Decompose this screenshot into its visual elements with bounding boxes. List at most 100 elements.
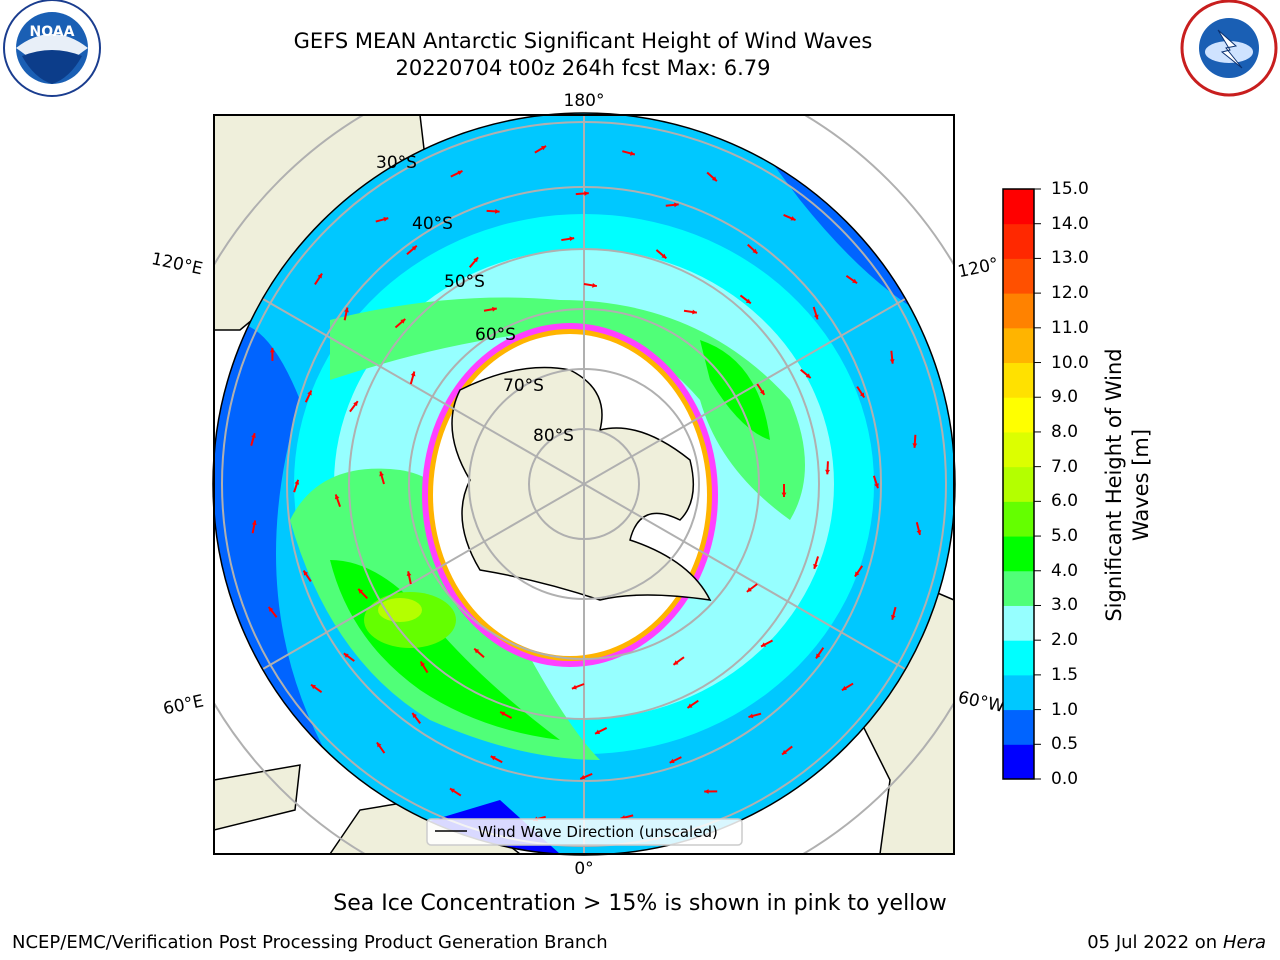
- wave-arrow-head: [891, 614, 896, 620]
- colorbar-tick-label: 10.0: [1051, 352, 1089, 373]
- colorbar-frame: [1002, 188, 1035, 780]
- colorbar-swatch: [1003, 293, 1034, 329]
- footer-date-text: 05 Jul 2022 on: [1087, 932, 1223, 953]
- colorbar-swatch: [1003, 744, 1034, 780]
- wave-arrow-head: [874, 483, 879, 489]
- wave-arrow-head: [595, 729, 601, 734]
- wind-wave-arrows: [250, 145, 922, 822]
- wave-arrow-head: [669, 758, 675, 764]
- wave-arrow-head: [592, 282, 597, 288]
- wave-arrow-head: [541, 145, 547, 151]
- colorbar-swatch: [1003, 327, 1034, 364]
- lat-label-70s: 70°S: [503, 376, 544, 396]
- wave-arrow-head: [782, 749, 787, 755]
- lon-label-60w: 60°W: [956, 688, 1006, 717]
- map-frame: [213, 114, 955, 855]
- wave-arrow-head: [411, 245, 417, 251]
- colorbar-swatch: [1003, 501, 1034, 537]
- colorbar-swatch: [1003, 466, 1034, 502]
- wave-arrow-head: [841, 685, 847, 691]
- wave-arrow-head: [781, 492, 787, 497]
- wave-arrow-head: [584, 191, 589, 196]
- wave-arrow-head: [492, 306, 497, 312]
- noaa-logo: NOAA: [3, 0, 101, 97]
- colorbar-swatch: [1003, 189, 1034, 225]
- wave-arrow-head: [473, 257, 479, 263]
- wave-arrow-head: [269, 347, 275, 353]
- lat-label-50s: 50°S: [444, 272, 485, 292]
- wave-arrow-head: [420, 661, 426, 667]
- colorbar-tick-label: 9.0: [1051, 387, 1079, 408]
- wave-arrow-head: [813, 314, 819, 320]
- colorbar-tick-label: 1.5: [1051, 664, 1079, 685]
- wave-arrow-head: [251, 520, 257, 526]
- colorbar-tick-label: 8.0: [1051, 421, 1079, 442]
- wave-arrow-head: [704, 789, 709, 794]
- colorbar-swatch: [1003, 674, 1034, 711]
- wave-arrow-head: [311, 684, 316, 690]
- wave-arrow-head: [746, 587, 752, 592]
- wave-arrow-head: [813, 563, 818, 569]
- wave-arrow-head: [674, 202, 679, 208]
- colorbar-tick-label: 4.0: [1051, 560, 1079, 581]
- wave-arrow-head: [500, 711, 506, 717]
- wave-arrow-head: [673, 660, 679, 665]
- wave-arrow-head: [353, 401, 358, 407]
- colorbar-tick-label: 14.0: [1051, 213, 1089, 234]
- wave-arrow-head: [748, 713, 754, 719]
- wave-arrow-head: [400, 318, 406, 324]
- wave-arrow-head: [307, 390, 312, 396]
- colorbar-swatch: [1003, 570, 1034, 606]
- wave-arrow-head: [661, 253, 667, 259]
- wave-arrow-head: [854, 571, 860, 577]
- colorbar-swatch: [1003, 223, 1034, 259]
- wave-arrow-head: [752, 248, 758, 254]
- wave-arrow-head: [268, 606, 274, 612]
- lon-label-180: 180°: [564, 91, 605, 111]
- lat-label-30s: 30°S: [376, 153, 417, 173]
- legend-label: Wind Wave Direction (unscaled): [478, 823, 718, 841]
- wave-arrow-head: [687, 703, 693, 708]
- wave-arrow-head: [630, 151, 635, 156]
- colorbar-swatch: [1003, 640, 1034, 676]
- wave-arrow-head: [889, 359, 895, 364]
- wave-arrow-head: [711, 176, 717, 182]
- sea-ice-note: Sea Ice Concentration > 15% is shown in …: [333, 891, 947, 916]
- colorbar-swatch: [1003, 431, 1034, 468]
- wave-arrow-head: [805, 373, 811, 379]
- footer-credit: NCEP/EMC/Verification Post Processing Pr…: [12, 932, 608, 953]
- wave-arrow-head: [251, 433, 256, 439]
- wave-arrow-head: [759, 389, 765, 395]
- wave-arrow-head: [294, 479, 300, 485]
- wave-arrow-head: [569, 236, 575, 242]
- wave-arrow-head: [825, 469, 830, 475]
- madagascar-land: [214, 764, 301, 831]
- nws-logo: [1180, 0, 1278, 97]
- wave-arrow-head: [376, 742, 382, 748]
- colorbar-tick-label: 0.5: [1051, 734, 1079, 755]
- wave-arrow-head: [317, 273, 323, 279]
- wave-arrow-head: [474, 648, 480, 654]
- wave-arrow-head: [495, 208, 500, 214]
- colorbar-tick-label: 0.0: [1051, 769, 1079, 789]
- wave-arrow-head: [343, 653, 349, 658]
- colorbar-swatch: [1003, 362, 1034, 398]
- wave-arrow-head: [859, 392, 865, 398]
- title-line-1: GEFS MEAN Antarctic Significant Height o…: [293, 29, 873, 53]
- lon-label-0: 0°: [574, 859, 593, 879]
- wave-arrow-head: [790, 216, 796, 221]
- lat-label-40s: 40°S: [412, 214, 453, 234]
- colorbar-tick-label: 1.0: [1051, 699, 1079, 720]
- colorbar-swatch: [1003, 397, 1034, 433]
- colorbar-swatch: [1003, 709, 1034, 745]
- title-line-2: 20220704 t00z 264h fcst Max: 6.79: [395, 56, 771, 80]
- lon-label-120w: 120°: [956, 254, 1000, 282]
- wave-arrow-head: [358, 588, 364, 594]
- footer-host: Hera: [1222, 932, 1266, 953]
- antarctica-land: [451, 366, 712, 601]
- wave-arrow-head: [383, 216, 389, 222]
- wave-arrow-head: [580, 775, 586, 780]
- wave-arrow-head: [457, 170, 463, 176]
- wave-arrow-head: [406, 571, 412, 577]
